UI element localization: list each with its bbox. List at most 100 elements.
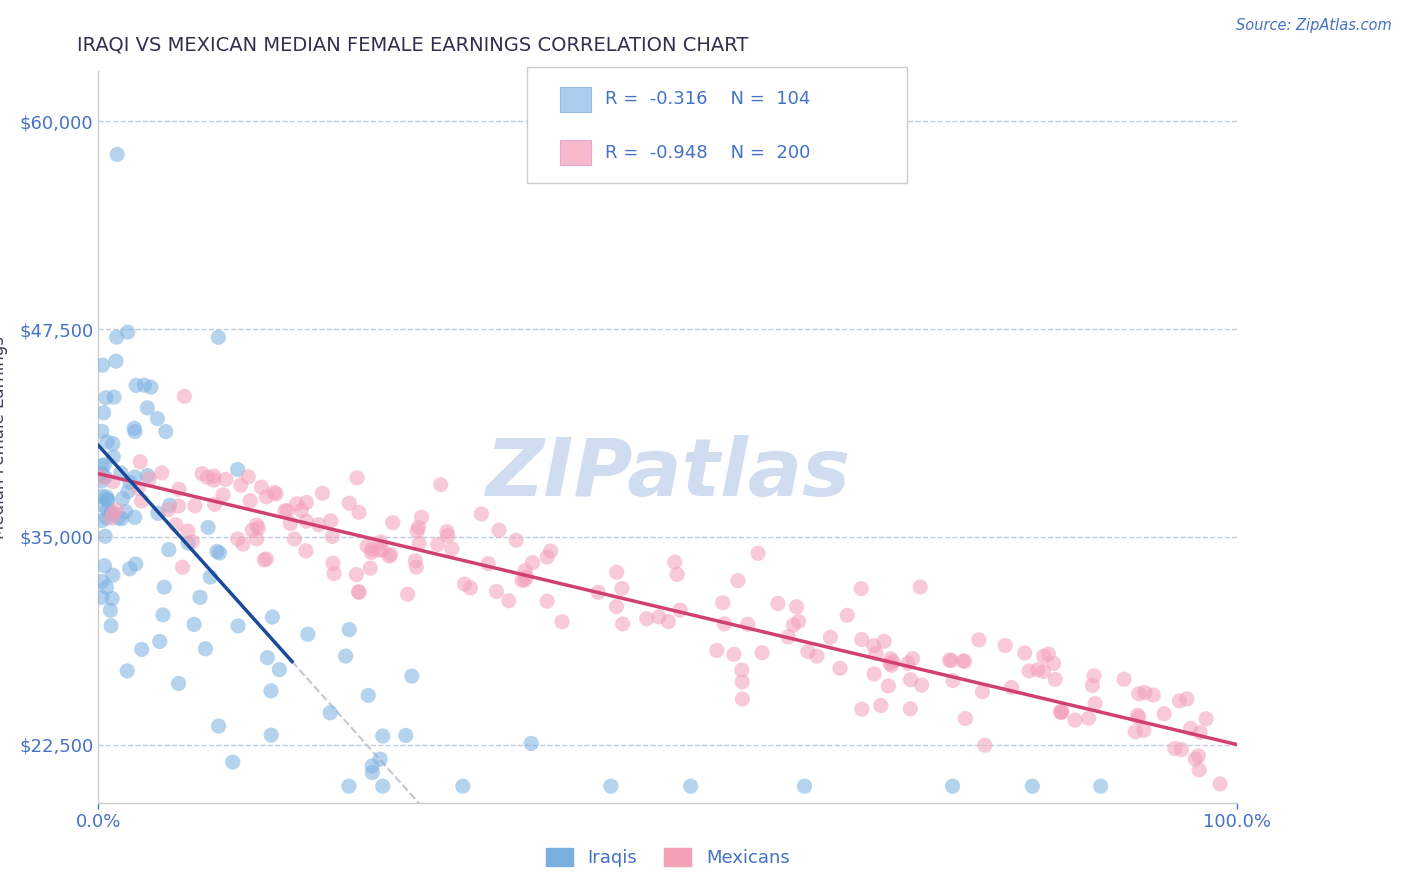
Point <box>308 517 330 532</box>
Point <box>440 541 463 556</box>
Point <box>488 523 510 537</box>
Point <box>103 390 125 404</box>
Point <box>522 556 544 570</box>
Point <box>1000 681 1022 695</box>
Point <box>1112 672 1135 686</box>
Point <box>610 582 633 596</box>
Point <box>669 603 692 617</box>
Point <box>177 524 200 538</box>
Point <box>540 544 562 558</box>
Point <box>429 477 451 491</box>
Point <box>1209 777 1232 791</box>
Point <box>1064 713 1087 727</box>
Point <box>101 568 124 582</box>
Point <box>955 712 977 726</box>
Point <box>361 759 384 773</box>
Point <box>679 779 702 793</box>
Point <box>246 532 269 546</box>
Point <box>153 580 176 594</box>
Point <box>321 529 343 543</box>
Point <box>215 472 238 486</box>
Point <box>194 641 217 656</box>
Point <box>177 536 200 550</box>
Point <box>155 425 177 439</box>
Point <box>381 516 404 530</box>
Point <box>1084 697 1107 711</box>
Point <box>485 584 508 599</box>
Point <box>96 511 118 525</box>
Text: ZIPatlas: ZIPatlas <box>485 434 851 513</box>
Point <box>101 591 124 606</box>
Point <box>1133 723 1156 738</box>
Point <box>360 542 382 557</box>
Point <box>165 517 187 532</box>
Point <box>337 779 360 793</box>
Point <box>260 728 283 742</box>
Point <box>222 755 245 769</box>
Point <box>395 728 418 742</box>
Point <box>797 644 820 658</box>
Point <box>129 455 152 469</box>
Text: R =  -0.948    N =  200: R = -0.948 N = 200 <box>605 144 810 161</box>
Point <box>136 401 159 415</box>
Point <box>264 487 287 501</box>
Point <box>337 496 360 510</box>
Point <box>1018 664 1040 678</box>
Point <box>967 632 990 647</box>
Point <box>938 653 960 667</box>
Point <box>90 467 112 481</box>
Point <box>157 502 180 516</box>
Point <box>200 570 222 584</box>
Point <box>371 779 394 793</box>
Point <box>828 661 851 675</box>
Point <box>851 632 873 647</box>
Point <box>96 502 118 516</box>
Point <box>127 482 149 496</box>
Point <box>208 546 231 560</box>
Point <box>101 507 124 521</box>
Point <box>347 585 370 599</box>
Point <box>1164 741 1187 756</box>
Point <box>103 450 125 464</box>
Point <box>1032 665 1054 679</box>
Point <box>897 657 920 671</box>
Point <box>368 752 391 766</box>
Point <box>295 495 318 509</box>
Point <box>94 470 117 484</box>
Point <box>90 489 112 503</box>
Point <box>256 490 278 504</box>
Point <box>94 391 117 405</box>
Point <box>117 484 139 499</box>
Point <box>276 504 298 518</box>
Point <box>138 472 160 486</box>
Point <box>1014 646 1036 660</box>
Point <box>1049 705 1071 719</box>
Point <box>90 425 112 439</box>
Point <box>551 615 574 629</box>
Point <box>1170 742 1192 756</box>
Point <box>197 520 219 534</box>
Point <box>118 475 141 490</box>
Point <box>1083 669 1105 683</box>
Point <box>1038 647 1060 661</box>
Point <box>107 511 129 525</box>
Point <box>436 528 458 542</box>
Point <box>359 561 381 575</box>
Point <box>787 615 810 629</box>
Point <box>1184 752 1206 766</box>
Point <box>124 470 146 484</box>
Point <box>167 676 190 690</box>
Point <box>536 594 558 608</box>
Point <box>202 473 225 487</box>
Point <box>706 643 728 657</box>
Point <box>346 471 368 485</box>
Point <box>513 573 536 587</box>
Point <box>994 639 1017 653</box>
Point <box>91 358 114 372</box>
Point <box>731 675 754 690</box>
Point <box>105 147 128 161</box>
Point <box>146 411 169 425</box>
Point <box>125 557 148 571</box>
Point <box>110 511 132 525</box>
Point <box>238 470 260 484</box>
